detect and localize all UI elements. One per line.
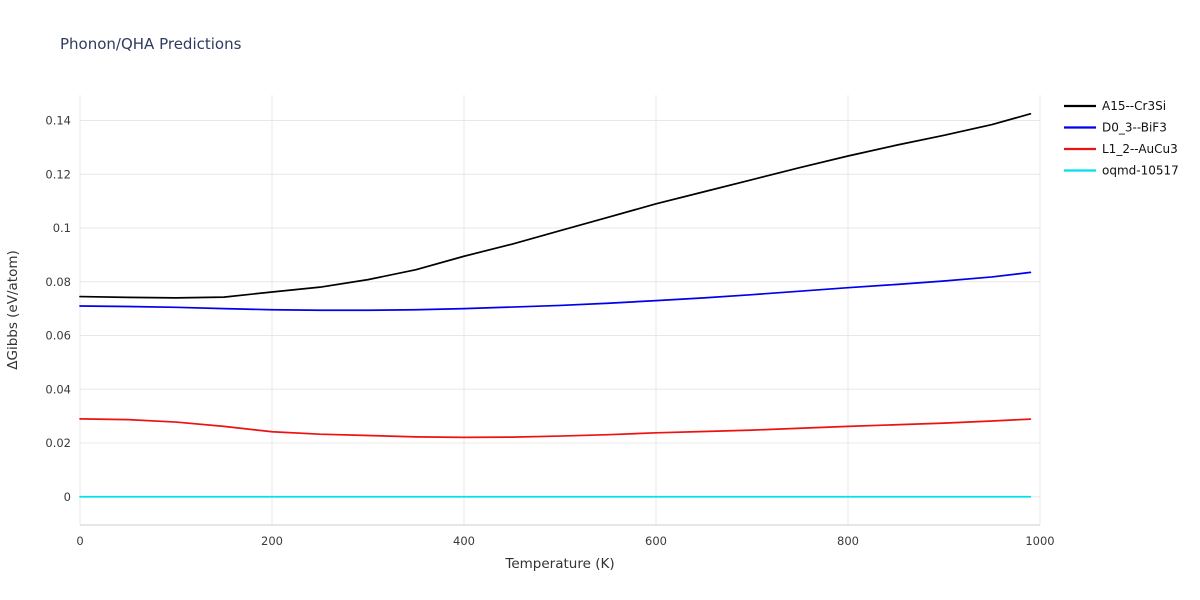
plot-area: 0 0.02 0.04 0.06 0.08 0.1 0.12 0.14 0 200 400 600 80… [45,95,1055,548]
legend-item-A15--Cr3Si[interactable]: A15--Cr3Si [1064,99,1166,113]
legend-item-label: A15--Cr3Si [1102,99,1166,113]
y-tick-label: 0.04 [45,382,71,396]
y-tick-label: 0.02 [45,436,71,450]
x-tick-label: 800 [837,534,859,548]
legend: A15--Cr3Si D0_3--BiF3 L1_2--AuCu3 oqmd-1051… [1064,99,1179,178]
legend-item-oqmd-10517[interactable]: oqmd-10517 [1064,164,1179,178]
series-line-D0_3--BiF3 [79,271,1032,312]
x-axis-label: Temperature (K) [504,556,614,572]
x-tick-label: 400 [453,534,475,548]
legend-item-L1_2--AuCu3[interactable]: L1_2--AuCu3 [1064,142,1178,156]
y-tick-label: 0.08 [45,275,71,289]
y-tick-label: 0.06 [45,329,71,343]
legend-item-label: D0_3--BiF3 [1102,121,1167,135]
x-tick-label: 200 [261,534,283,548]
x-tick-label: 1000 [1025,534,1054,548]
y-tick-label: 0 [64,490,71,504]
y-axis-label: ΔGibbs (eV/atom) [5,250,21,370]
series-line-A15--Cr3Si [79,112,1032,299]
y-tick-label: 0.14 [45,114,71,128]
y-tick-label: 0.1 [53,221,71,235]
series-line-L1_2--AuCu3 [79,417,1032,439]
chart-title: Phonon/QHA Predictions [60,35,242,53]
legend-item-label: L1_2--AuCu3 [1102,142,1178,156]
legend-item-D0_3--BiF3[interactable]: D0_3--BiF3 [1064,121,1167,135]
y-tick-label: 0.12 [45,167,71,181]
legend-item-label: oqmd-10517 [1102,164,1179,178]
x-tick-label: 0 [76,534,83,548]
x-tick-label: 600 [645,534,667,548]
